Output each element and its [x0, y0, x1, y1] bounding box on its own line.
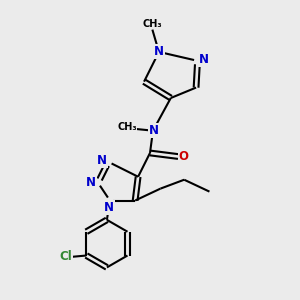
Text: CH₃: CH₃	[117, 122, 136, 132]
Text: N: N	[97, 154, 107, 167]
Text: CH₃: CH₃	[142, 19, 162, 29]
Text: N: N	[149, 124, 159, 137]
Text: N: N	[86, 176, 96, 189]
Text: N: N	[199, 53, 208, 66]
Text: O: O	[178, 150, 189, 163]
Text: N: N	[104, 201, 114, 214]
Text: Cl: Cl	[59, 250, 72, 263]
Text: N: N	[154, 45, 164, 58]
